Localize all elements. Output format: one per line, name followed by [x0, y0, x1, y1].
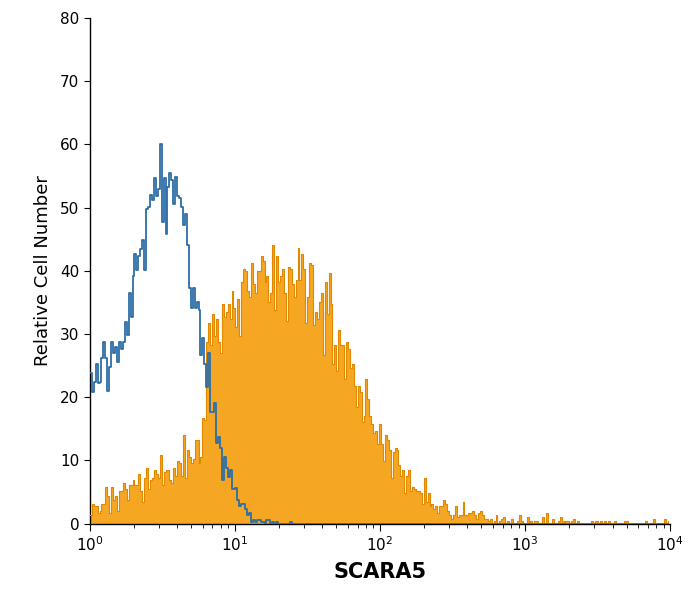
Y-axis label: Relative Cell Number: Relative Cell Number	[34, 176, 52, 366]
X-axis label: SCARA5: SCARA5	[334, 562, 426, 583]
